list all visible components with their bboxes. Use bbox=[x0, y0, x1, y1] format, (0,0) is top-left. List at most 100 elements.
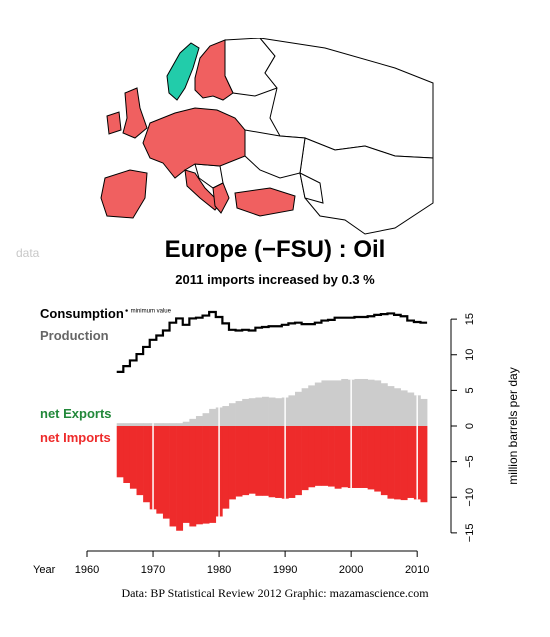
net-import-bar bbox=[129, 426, 137, 489]
net-import-bar bbox=[242, 426, 250, 496]
y-tick-label: −10 bbox=[464, 488, 476, 507]
production-bar bbox=[295, 391, 302, 426]
x-tick-label: 1990 bbox=[273, 564, 297, 576]
production-bar bbox=[334, 380, 342, 426]
production-bar bbox=[136, 423, 144, 426]
watermark-text: data bbox=[16, 246, 40, 260]
production-bar bbox=[176, 423, 184, 426]
net-import-bar bbox=[354, 426, 362, 488]
net-import-bar bbox=[394, 426, 401, 500]
production-bar bbox=[222, 406, 230, 426]
production-bar bbox=[341, 378, 349, 426]
net-import-bar bbox=[407, 426, 415, 498]
chart-subtitle: 2011 imports increased by 0.3 % bbox=[175, 272, 375, 287]
map-western-europe bbox=[142, 107, 246, 179]
net-import-bar bbox=[328, 426, 335, 487]
production-bar bbox=[255, 397, 263, 426]
net-import-bar bbox=[400, 426, 408, 501]
map-iberia bbox=[100, 169, 148, 219]
chart-title: Europe (−FSU) : Oil bbox=[164, 236, 386, 263]
production-bar bbox=[228, 403, 236, 426]
map-norway-exporter bbox=[166, 42, 200, 101]
net-import-bar bbox=[275, 426, 283, 498]
x-tick-label: 1970 bbox=[141, 564, 165, 576]
line-layer bbox=[116, 310, 428, 373]
production-bar bbox=[387, 386, 395, 426]
production-bar bbox=[242, 398, 250, 426]
map-turkey bbox=[234, 187, 296, 217]
production-label: Production bbox=[40, 328, 109, 343]
production-bar bbox=[308, 385, 316, 426]
production-bar bbox=[361, 378, 368, 426]
map-greece bbox=[212, 182, 230, 214]
production-bar bbox=[156, 423, 164, 426]
production-bar bbox=[380, 383, 388, 426]
production-bar bbox=[235, 401, 243, 426]
x-tick-label: 1980 bbox=[207, 564, 231, 576]
net-import-bar bbox=[248, 426, 256, 494]
production-bar bbox=[420, 398, 428, 426]
map-caucasus bbox=[299, 172, 324, 204]
map-importers bbox=[100, 39, 296, 219]
y-tick-label: 10 bbox=[464, 349, 476, 361]
net-import-bar bbox=[380, 426, 388, 496]
x-tick-label: 1960 bbox=[75, 564, 99, 576]
europe-map bbox=[100, 38, 434, 235]
net-imports-label: net Imports bbox=[40, 430, 111, 445]
net-import-bar bbox=[143, 426, 151, 503]
net-import-bar bbox=[288, 426, 296, 498]
net-import-bar bbox=[235, 426, 243, 497]
production-bar bbox=[400, 390, 408, 426]
production-bar bbox=[268, 397, 276, 426]
y-axis-label: million barrels per day bbox=[506, 367, 520, 484]
y-tick-label: 0 bbox=[464, 423, 476, 429]
net-import-bar bbox=[321, 426, 329, 486]
net-import-bar bbox=[308, 426, 316, 488]
production-bar bbox=[129, 423, 137, 426]
map-scandinavia bbox=[194, 39, 234, 101]
consumption-line bbox=[116, 310, 428, 373]
production-bar bbox=[182, 421, 190, 426]
production-bar bbox=[367, 379, 375, 426]
net-import-bar bbox=[295, 426, 302, 496]
net-import-bar bbox=[262, 426, 269, 496]
production-bar bbox=[288, 395, 296, 426]
net-import-bar bbox=[182, 426, 190, 523]
net-import-bar bbox=[162, 426, 170, 519]
net-import-bar bbox=[255, 426, 263, 496]
credit-line: Data: BP Statistical Review 2012 Graphic… bbox=[121, 586, 429, 600]
net-import-bar bbox=[268, 426, 276, 498]
production-bar bbox=[301, 388, 309, 426]
x-tick-label: 2000 bbox=[339, 564, 363, 576]
net-import-bar bbox=[169, 426, 177, 527]
x-axis-label: Year bbox=[33, 564, 56, 576]
consumption-label: Consumption bbox=[40, 306, 124, 321]
net-import-bar bbox=[341, 426, 349, 488]
production-bar bbox=[202, 413, 210, 426]
net-import-bar bbox=[387, 426, 395, 499]
net-import-bar bbox=[136, 426, 144, 496]
production-bar bbox=[407, 392, 415, 426]
map-ireland bbox=[106, 111, 122, 135]
production-bar bbox=[169, 423, 177, 426]
y-tick-label: −5 bbox=[464, 455, 476, 468]
x-tick-label: 2010 bbox=[405, 564, 429, 576]
net-import-bar bbox=[189, 426, 197, 527]
net-import-bar bbox=[361, 426, 368, 488]
area-layer bbox=[116, 378, 428, 531]
production-bar bbox=[143, 423, 151, 426]
text-layer: minimum value Year 1960 1970 1980 1990 2000 201… bbox=[33, 306, 520, 576]
y-tick-label: 5 bbox=[464, 387, 476, 393]
net-import-bar bbox=[116, 426, 124, 478]
production-bar bbox=[374, 380, 382, 426]
production-bar bbox=[394, 388, 401, 426]
map-other-countries bbox=[194, 38, 434, 235]
production-bar bbox=[195, 416, 203, 426]
production-bar bbox=[162, 423, 170, 426]
production-bar bbox=[189, 418, 197, 426]
production-bar bbox=[314, 382, 322, 426]
net-import-bar bbox=[314, 426, 322, 486]
production-bar bbox=[321, 380, 329, 426]
net-import-bar bbox=[202, 426, 210, 524]
